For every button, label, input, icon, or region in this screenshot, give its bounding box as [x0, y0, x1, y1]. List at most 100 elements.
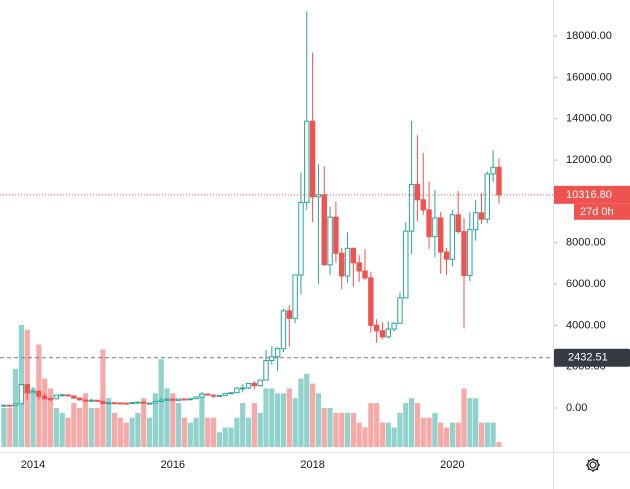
- candle-body: [432, 217, 438, 238]
- candle-body: [344, 247, 351, 277]
- candle-body: [199, 393, 205, 398]
- volume-bar: [228, 427, 234, 447]
- volume-bar: [309, 383, 316, 447]
- candle-body: [350, 247, 357, 264]
- volume-bar: [111, 412, 118, 447]
- candle-body: [53, 394, 60, 400]
- countdown-label: 27d 0h: [580, 206, 614, 218]
- volume-bar: [257, 412, 263, 447]
- volume-bar: [473, 398, 479, 447]
- volume-bar: [222, 427, 228, 447]
- volume-bar: [379, 422, 386, 447]
- volume-bar: [129, 417, 135, 447]
- volume-bar: [397, 412, 403, 447]
- candle-body: [205, 393, 211, 396]
- candle-body: [333, 216, 339, 254]
- x-tick-label: 2014: [21, 459, 45, 471]
- price-axis: 0.002000.004000.006000.008000.0012000.00…: [553, 30, 612, 414]
- candle-body: [187, 398, 193, 401]
- volume-bar: [193, 417, 199, 447]
- volume-bar: [135, 412, 141, 447]
- candle-body: [245, 382, 252, 389]
- y-tick-label: 14000.00: [566, 113, 612, 125]
- volume-bar: [292, 398, 298, 447]
- volume-bar: [461, 388, 467, 447]
- plot-area: [0, 11, 553, 447]
- candle-body: [82, 399, 89, 402]
- candle-body: [373, 324, 380, 332]
- gear-ring: [587, 459, 599, 471]
- volume-bar: [280, 393, 287, 447]
- y-tick-label: 12000.00: [566, 154, 612, 166]
- volume-bar: [12, 368, 19, 447]
- volume-bar: [496, 442, 502, 447]
- settings-icon[interactable]: [586, 458, 600, 472]
- candle-body: [408, 183, 415, 232]
- volume-bar: [77, 407, 83, 447]
- volume-bar: [426, 417, 432, 447]
- candle-body: [263, 359, 269, 381]
- candle-body: [304, 120, 310, 203]
- volume-bar: [414, 403, 421, 447]
- volume-bar: [403, 403, 409, 447]
- volume-bar: [356, 422, 362, 447]
- volume-bar: [333, 412, 339, 447]
- candle-body: [36, 390, 42, 397]
- candle-body: [251, 382, 258, 387]
- volume-bar: [315, 393, 322, 447]
- candle-body: [461, 231, 467, 277]
- volume-bar: [374, 403, 380, 447]
- candle-body: [123, 402, 129, 405]
- candle-body: [292, 274, 298, 319]
- volume-bar: [443, 427, 450, 447]
- volume-bar: [362, 427, 368, 447]
- candle-body: [135, 401, 141, 404]
- volume-bar: [94, 407, 100, 447]
- candle-body: [472, 212, 479, 231]
- volume-bar: [484, 422, 490, 447]
- y-tick-label: 6000.00: [566, 278, 606, 290]
- gear-center: [589, 461, 597, 469]
- volume-bar: [275, 393, 281, 447]
- candle-body: [321, 194, 327, 266]
- volume-bar: [141, 398, 147, 447]
- candle-body: [484, 173, 491, 220]
- volume-bar: [298, 378, 304, 447]
- candle-body: [146, 402, 153, 405]
- candle-body: [368, 277, 374, 326]
- candle-body: [181, 398, 188, 401]
- volume-bar: [438, 422, 444, 447]
- volume-bar: [170, 393, 176, 447]
- volume-bar: [478, 422, 485, 447]
- volume-bar: [100, 349, 106, 447]
- volume-bar: [339, 412, 345, 447]
- candle-body: [420, 199, 426, 211]
- candle-body: [24, 384, 30, 394]
- candle-body: [269, 356, 275, 361]
- candle-body: [298, 201, 304, 276]
- candle-body: [12, 403, 19, 406]
- candle-body: [175, 398, 182, 401]
- volume-bar: [240, 403, 246, 447]
- volume-bar: [269, 388, 275, 447]
- x-tick-label: 2016: [161, 459, 185, 471]
- volume-bar: [245, 417, 252, 447]
- last-price-label: 10316.80: [566, 189, 612, 201]
- candle-body: [490, 166, 496, 175]
- candle-body: [339, 252, 345, 277]
- volume-bar: [467, 398, 473, 447]
- last-price-label-box: [554, 185, 630, 204]
- volume-bar: [205, 417, 211, 447]
- volume-bar: [408, 398, 415, 447]
- countdown-box: [574, 203, 630, 220]
- candle-body: [327, 216, 333, 266]
- candle-body: [414, 183, 421, 201]
- candle-body: [443, 251, 450, 260]
- volume-bar: [30, 388, 36, 447]
- volume-bar: [117, 417, 124, 447]
- volume-bar: [455, 422, 461, 447]
- candle-body: [257, 379, 263, 387]
- volume-bar: [420, 417, 426, 447]
- candle-body: [100, 400, 106, 405]
